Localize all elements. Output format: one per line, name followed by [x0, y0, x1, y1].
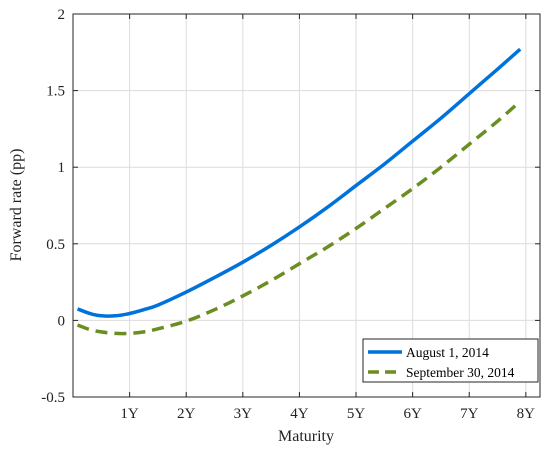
y-axis-title: Forward rate (pp)	[8, 149, 25, 262]
legend-box	[362, 338, 539, 383]
y-tick-labels: -0.5 0 0.5 1 1.5 2	[41, 7, 65, 406]
x-tick-label-8y: 8Y	[517, 406, 536, 422]
plot-frame	[72, 13, 541, 398]
series-line-september-30-2014	[76, 100, 522, 336]
x-tick-label-7y: 7Y	[460, 406, 479, 422]
y-tick-label-0-5: -0.5	[41, 390, 65, 406]
x-tick-label-3y: 3Y	[234, 406, 253, 422]
x-tick-label-4y: 4Y	[290, 406, 309, 422]
x-tick-label-5y: 5Y	[347, 406, 366, 422]
series-lines	[76, 47, 522, 336]
legend: August 1, 2014 September 30, 2014	[362, 338, 539, 383]
y-tick-label-0-5: 0.5	[46, 237, 65, 253]
legend-label-august-1-2014: August 1, 2014	[406, 345, 489, 360]
y-tick-label-0: 0	[58, 313, 66, 329]
y-tick-label-2: 2	[58, 7, 66, 23]
x-tick-label-1y: 1Y	[120, 406, 139, 422]
y-tick-label-1-5: 1.5	[46, 84, 65, 100]
x-tick-label-6y: 6Y	[403, 406, 422, 422]
tick-marks	[73, 13, 540, 398]
x-tick-labels: 1Y 2Y 3Y 4Y 5Y 6Y 7Y 8Y	[120, 406, 535, 422]
series-line-august-1-2014	[76, 47, 522, 318]
legend-label-september-30-2014: September 30, 2014	[406, 365, 515, 380]
x-tick-label-2y: 2Y	[177, 406, 196, 422]
x-axis-title: Maturity	[278, 428, 334, 445]
y-tick-label-1: 1	[58, 160, 66, 176]
